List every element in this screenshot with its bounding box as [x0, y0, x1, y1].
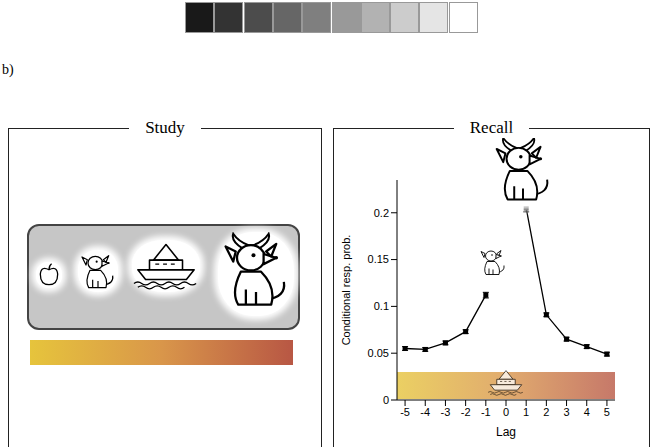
svg-text:0: 0 [503, 406, 509, 418]
svg-text:-5: -5 [400, 406, 410, 418]
html-text:Recall: Recall [469, 118, 514, 137]
svg-text:0.2: 0.2 [374, 207, 389, 219]
html-text:Study: Study [145, 118, 185, 137]
svg-text:2: 2 [543, 406, 549, 418]
html-text:b): b) [2, 62, 14, 77]
svg-text:Conditional resp. prob.: Conditional resp. prob. [340, 235, 352, 346]
svg-text:-4: -4 [420, 406, 430, 418]
svg-text:-2: -2 [461, 406, 471, 418]
svg-text:3: 3 [563, 406, 569, 418]
svg-text:1: 1 [523, 406, 529, 418]
svg-text:0.15: 0.15 [368, 253, 389, 265]
svg-text:-3: -3 [441, 406, 451, 418]
svg-text:0: 0 [383, 394, 389, 406]
svg-text:4: 4 [584, 406, 590, 418]
svg-text:0.1: 0.1 [374, 300, 389, 312]
svg-text:0.05: 0.05 [368, 347, 389, 359]
svg-text:-1: -1 [481, 406, 491, 418]
svg-text:Lag: Lag [496, 425, 516, 439]
svg-text:5: 5 [604, 406, 610, 418]
